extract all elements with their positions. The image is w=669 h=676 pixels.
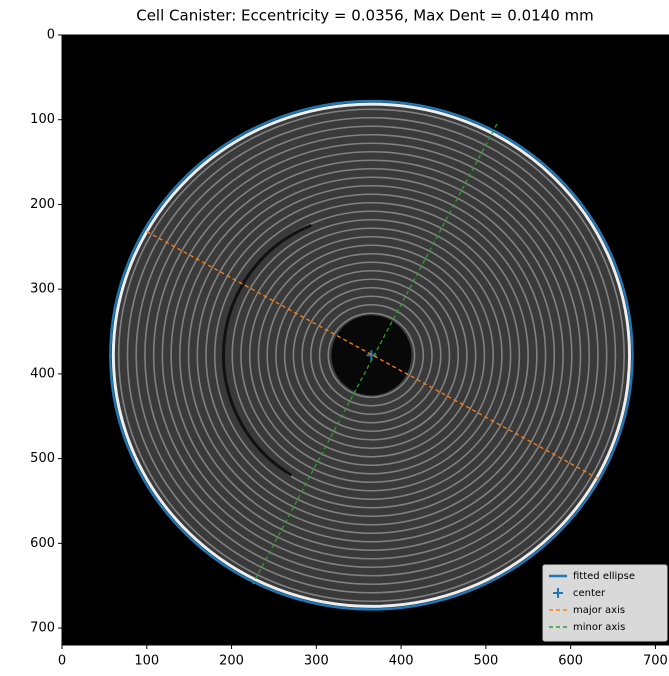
y-tick-label: 0: [47, 28, 55, 43]
legend-label: fitted ellipse: [573, 571, 635, 582]
legend-label: minor axis: [573, 622, 625, 633]
chart: Cell Canister: Eccentricity = 0.0356, Ma…: [0, 0, 669, 676]
x-tick-label: 200: [219, 654, 244, 669]
y-tick-label: 600: [30, 536, 55, 551]
x-tick-label: 100: [134, 654, 159, 669]
x-tick-label: 0: [58, 654, 66, 669]
y-tick-label: 100: [30, 112, 55, 127]
x-tick-label: 500: [473, 654, 498, 669]
legend: fitted ellipse center major axis minor axis: [543, 565, 667, 641]
y-tick-label: 200: [30, 197, 55, 212]
chart-title: Cell Canister: Eccentricity = 0.0356, Ma…: [136, 7, 594, 25]
legend-label: major axis: [573, 605, 625, 616]
x-tick-label: 600: [558, 654, 583, 669]
x-tick-label: 300: [304, 654, 329, 669]
y-tick-label: 300: [30, 282, 55, 297]
x-tick-label: 400: [389, 654, 414, 669]
legend-label: center: [573, 588, 606, 599]
x-tick-label: 700: [643, 654, 668, 669]
y-tick-label: 500: [30, 451, 55, 466]
y-tick-label: 400: [30, 366, 55, 381]
y-tick-label: 700: [30, 621, 55, 636]
